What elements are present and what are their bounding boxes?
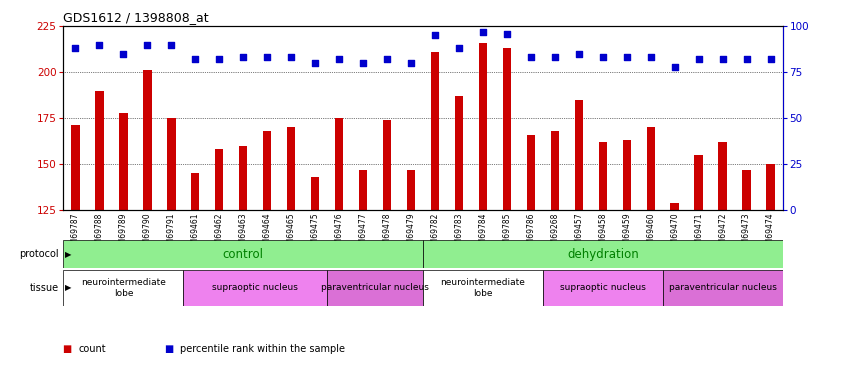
Point [236, 54, 250, 60]
Text: count: count [79, 344, 107, 354]
Point [380, 56, 393, 62]
Bar [327, 270, 423, 306]
Bar [119, 112, 128, 210]
Bar [143, 70, 151, 210]
Text: paraventricular nucleus: paraventricular nucleus [321, 284, 429, 292]
Text: paraventricular nucleus: paraventricular nucleus [668, 284, 777, 292]
Point [189, 56, 202, 62]
Point [164, 42, 178, 48]
Bar [695, 155, 703, 210]
Text: ▶: ▶ [65, 284, 72, 292]
Point [356, 60, 370, 66]
Bar [263, 131, 272, 210]
Point [739, 56, 753, 62]
Point [764, 56, 777, 62]
Bar [646, 127, 655, 210]
Text: neurointermediate
lobe: neurointermediate lobe [441, 278, 525, 297]
Point [332, 56, 346, 62]
Text: ■: ■ [165, 344, 178, 354]
Point [452, 45, 465, 51]
Bar [671, 202, 678, 210]
Bar [599, 142, 607, 210]
Text: supraoptic nucleus: supraoptic nucleus [560, 284, 645, 292]
Bar [479, 43, 487, 210]
Point [524, 54, 537, 60]
Bar [551, 131, 559, 210]
Bar [743, 170, 750, 210]
Bar [543, 270, 662, 306]
Bar [184, 270, 327, 306]
Bar [287, 127, 295, 210]
Bar [96, 90, 103, 210]
Bar [168, 118, 175, 210]
Point [284, 54, 298, 60]
Bar [766, 164, 775, 210]
Bar [383, 120, 391, 210]
Bar [215, 149, 223, 210]
Point [117, 51, 130, 57]
Point [572, 51, 585, 57]
Point [620, 54, 634, 60]
Text: tissue: tissue [30, 283, 59, 293]
Bar [71, 126, 80, 210]
Point [92, 42, 106, 48]
Point [140, 42, 154, 48]
Bar [527, 135, 535, 210]
Bar [718, 142, 727, 210]
Point [261, 54, 274, 60]
Text: ▶: ▶ [65, 250, 72, 259]
Point [69, 45, 82, 51]
Bar [503, 48, 511, 210]
Bar [359, 170, 367, 210]
Text: percentile rank within the sample: percentile rank within the sample [180, 344, 345, 354]
Text: neurointermediate
lobe: neurointermediate lobe [81, 278, 166, 297]
Point [692, 56, 706, 62]
Bar [63, 270, 184, 306]
Point [428, 32, 442, 38]
Bar [431, 52, 439, 210]
Point [667, 64, 681, 70]
Point [548, 54, 562, 60]
Point [644, 54, 657, 60]
Text: ■: ■ [63, 344, 76, 354]
Text: dehydration: dehydration [567, 248, 639, 261]
Point [476, 29, 490, 35]
Text: control: control [222, 248, 264, 261]
Text: GDS1612 / 1398808_at: GDS1612 / 1398808_at [63, 11, 209, 24]
Point [596, 54, 609, 60]
Point [212, 56, 226, 62]
Bar [335, 118, 343, 210]
Bar [455, 96, 463, 210]
Bar [63, 240, 423, 268]
Text: supraoptic nucleus: supraoptic nucleus [212, 284, 298, 292]
Point [716, 56, 729, 62]
Text: protocol: protocol [19, 249, 59, 259]
Point [500, 31, 514, 37]
Point [404, 60, 418, 66]
Bar [574, 100, 583, 210]
Bar [311, 177, 319, 210]
Bar [407, 170, 415, 210]
Bar [423, 240, 783, 268]
Bar [239, 146, 247, 210]
Point [308, 60, 321, 66]
Bar [662, 270, 783, 306]
Bar [423, 270, 543, 306]
Bar [191, 173, 200, 210]
Bar [623, 140, 631, 210]
